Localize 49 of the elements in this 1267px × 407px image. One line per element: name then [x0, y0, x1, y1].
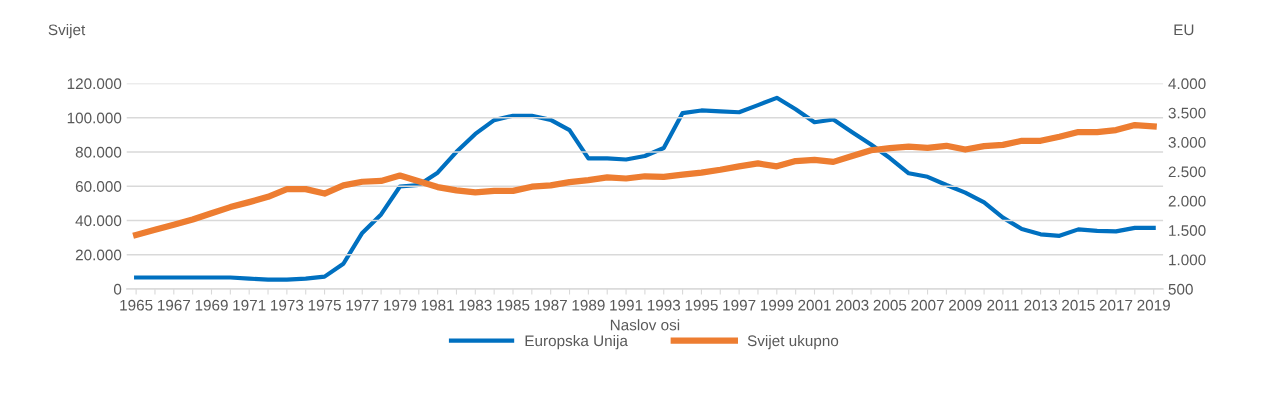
- x-tick-label: 1987: [534, 299, 567, 311]
- y2-tick-label: 2.500: [1168, 166, 1206, 178]
- x-tick-label: 2009: [949, 299, 982, 311]
- y2-tick-label: 4.000: [1168, 78, 1206, 90]
- x-tick-label: 1983: [459, 299, 492, 311]
- x-tick-label: 1997: [723, 299, 756, 311]
- y-tick-label: 120.000: [67, 78, 122, 90]
- y2-tick-label: 3.000: [1168, 137, 1206, 148]
- y2-tick-label: 1.000: [1169, 254, 1206, 266]
- x-tick-label: 1991: [610, 299, 643, 311]
- x-tick-label: 1989: [572, 299, 605, 311]
- y2-axis-title: EU: [1174, 24, 1194, 36]
- x-axis-title: Naslov osi: [610, 319, 680, 331]
- x-tick-label: 2011: [987, 299, 1019, 311]
- x-tick-label: 1969: [195, 299, 228, 311]
- x-tick-label: 2015: [1062, 299, 1095, 311]
- x-tick-label: 1973: [271, 299, 304, 311]
- y-tick-label: 60.000: [75, 181, 122, 192]
- legend-label: Europska Unija: [525, 334, 628, 350]
- x-tick-label: 2013: [1024, 299, 1057, 311]
- x-tick-label: 2019: [1137, 299, 1170, 311]
- x-tick-label: 2017: [1099, 299, 1133, 311]
- x-tick-label: 1971: [233, 299, 266, 311]
- x-tick-label: 2007: [911, 299, 944, 311]
- x-tick-label: 1979: [384, 299, 417, 311]
- y2-tick-label: 2.000: [1168, 195, 1206, 207]
- x-tick-label: 2005: [873, 299, 907, 311]
- legend-label: Svijet ukupno: [747, 334, 839, 350]
- x-tick-label: 1985: [497, 299, 530, 311]
- x-tick-label: 1981: [421, 299, 454, 311]
- y-tick-label: 0: [113, 283, 122, 295]
- x-tick-label: 1975: [308, 299, 341, 311]
- x-tick-label: 1999: [760, 299, 794, 311]
- y2-tick-label: 500: [1168, 283, 1193, 295]
- x-tick-label: 1965: [120, 299, 153, 311]
- x-tick-label: 1993: [647, 299, 681, 311]
- x-tick-label: 1967: [157, 299, 191, 311]
- y-tick-label: 100.000: [67, 112, 122, 124]
- line-series: [134, 95, 1156, 282]
- x-tick-label: 1995: [685, 299, 718, 311]
- y-tick-label: 40.000: [75, 215, 122, 227]
- y-tick-label: 80.000: [75, 146, 122, 158]
- x-tick-label: 2001: [798, 299, 831, 311]
- x-tick-label: 2003: [835, 299, 869, 311]
- x-tick-label: 1977: [346, 299, 379, 311]
- y-axis-title: Svijet: [48, 23, 86, 39]
- y2-tick-label: 3.500: [1168, 107, 1206, 119]
- y-tick-label: 20.000: [75, 249, 122, 261]
- y2-tick-label: 1.500: [1169, 225, 1206, 236]
